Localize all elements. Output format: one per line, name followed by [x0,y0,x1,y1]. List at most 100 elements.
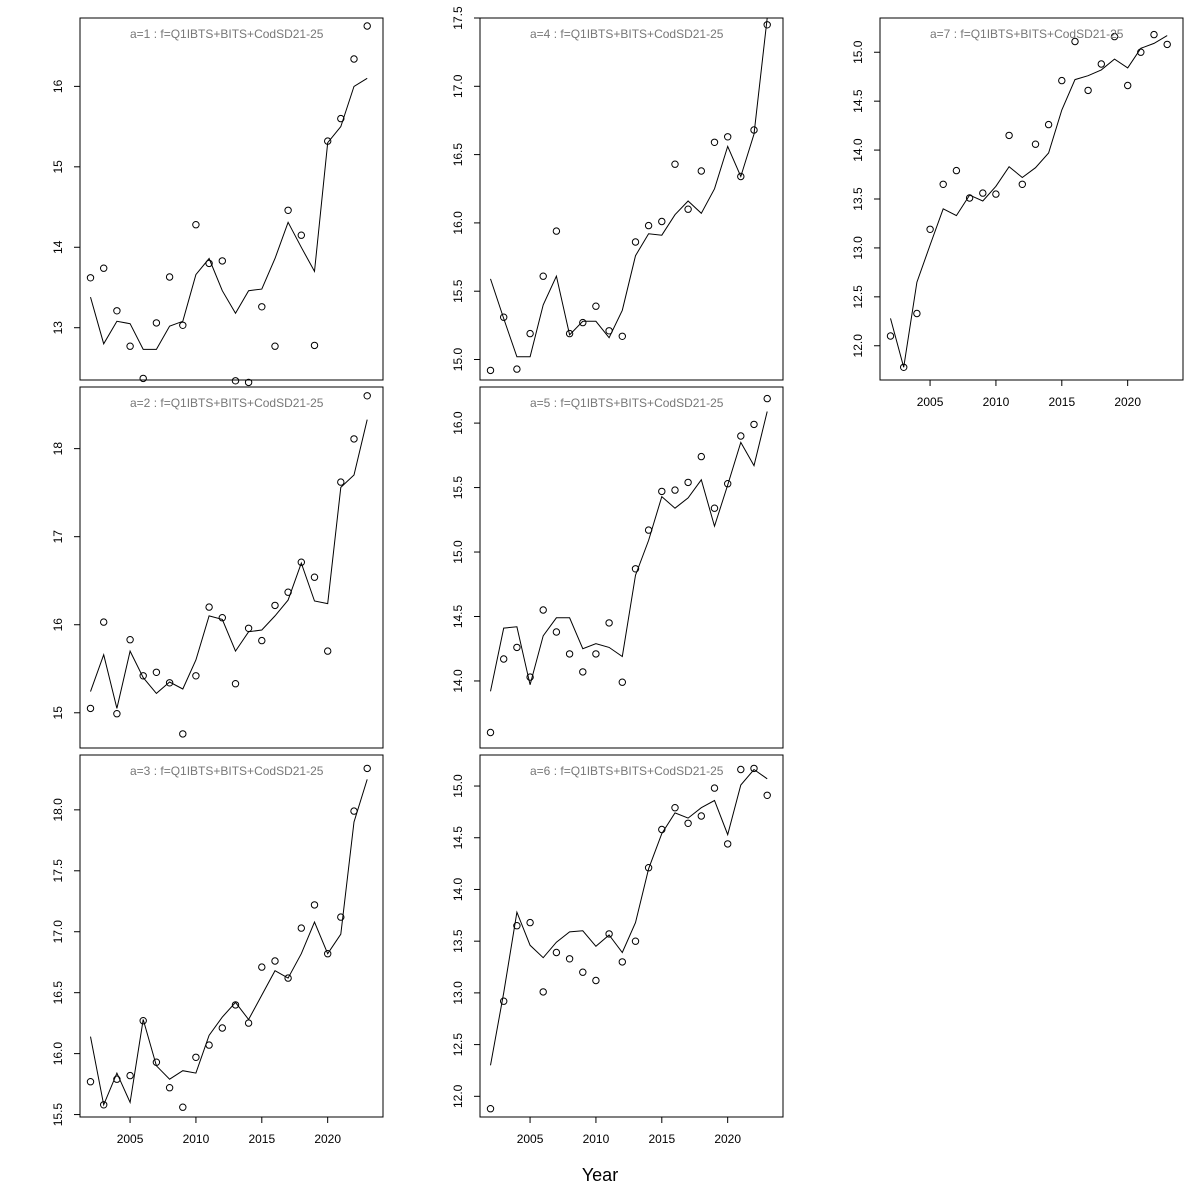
panel-5: 14.0 14.5 15.0 15.5 16.0 a=5 : f=Q1IBTS+BITS+… [451,386,784,749]
observed-point [526,329,534,338]
observed-point [271,342,279,350]
observed-point [1137,48,1145,56]
observed-point [552,948,561,957]
observed-point [271,601,279,610]
y-tick-label: 15.0 [451,774,465,798]
x-tick-label: 2015 [1048,395,1075,409]
observed-point [526,918,534,927]
observed-point [618,958,626,966]
y-tick-label: 16 [51,618,65,632]
observed-point [671,160,679,168]
fitted-line [890,35,1168,368]
observed-point [671,804,679,812]
observed-point [992,190,1000,198]
observed-point [750,420,758,429]
observed-point [284,588,292,596]
observed-point [310,901,319,909]
y-tick-label: 15.0 [451,540,465,564]
observed-point [539,988,547,996]
observed-point [139,374,147,383]
observed-point [113,1075,121,1083]
y-tick-label: 15.5 [451,279,465,303]
y-tick-label: 17.0 [51,920,65,944]
y-tick-label: 17.5 [51,859,65,883]
plot-frame [479,754,784,1118]
y-tick-label: 14.5 [451,826,465,850]
observed-point [697,812,705,820]
observed-point [244,1019,253,1027]
observed-point [297,231,305,239]
fitted-line [490,768,768,1066]
observed-point [1150,30,1158,39]
observed-point [205,259,213,268]
y-tick-label: 14.5 [451,604,465,628]
plot-frame [79,17,384,381]
observed-point [363,764,371,773]
plot-frame [479,17,784,381]
observed-point [618,332,626,340]
plot-frame [79,386,384,749]
observed-point [900,363,908,371]
observed-point [592,650,600,658]
observed-point [165,273,174,281]
observed-point [231,680,240,688]
y-tick-label: 14.0 [451,669,465,693]
observed-point [179,730,187,738]
observed-point [324,137,332,145]
observed-point [684,478,692,487]
observed-point [100,1101,108,1109]
panel-7: 12.0 12.5 13.0 13.5 14.0 14.5 15.0 2005 2010 2015… [851,17,1184,409]
observed-point [231,377,240,385]
panel-title: a=6 : f=Q1IBTS+BITS+CodSD21-25 [530,764,724,778]
observed-point [1044,120,1053,129]
observed-point [363,392,371,400]
observed-point [113,307,121,315]
observed-point [218,614,227,622]
observed-point [631,565,640,573]
observed-point [605,327,613,335]
observed-point [710,784,719,792]
observed-point [965,194,974,202]
observed-point [231,1001,240,1009]
x-tick-label: 2015 [248,1132,275,1146]
y-tick-label: 15.0 [851,40,865,64]
fitted-line [90,419,368,709]
fitted-line [90,77,368,350]
observed-point [710,138,719,147]
observed-point [244,378,253,387]
y-tick-label: 12.5 [451,1033,465,1057]
x-tick-label: 2010 [983,395,1010,409]
observed-point [763,21,771,29]
observed-point [218,257,227,265]
y-tick-label: 13.0 [451,981,465,1005]
observed-point [926,225,934,234]
x-tick-label: 2020 [714,1132,741,1146]
observed-point [310,341,319,350]
observed-point [152,319,161,327]
observed-point [139,1017,147,1025]
observed-point [165,1084,174,1092]
y-tick-label: 18.0 [51,798,65,822]
y-tick-label: 14 [51,240,65,254]
observed-point [644,864,653,872]
observed-point [1005,131,1013,140]
y-tick-label: 15.5 [451,476,465,500]
observed-point [126,342,134,350]
observed-point [192,672,200,680]
observed-point [258,303,266,311]
observed-point [539,272,547,280]
y-tick-label: 14.0 [851,138,865,162]
observed-point [724,480,732,488]
x-tick-label: 2005 [117,1132,144,1146]
y-tick-label: 16.5 [451,143,465,167]
fitted-line [490,411,768,692]
observed-point [658,487,666,496]
observed-point [565,329,574,338]
observed-point [271,957,279,965]
panel-2: 15 16 17 18 a=2 : f=Q1IBTS+BITS+CodSD21-25 [51,386,384,749]
observed-point [350,55,358,63]
plot-frame [79,754,384,1118]
panel-title: a=4 : f=Q1IBTS+BITS+CodSD21-25 [530,27,724,41]
panel-title: a=3 : f=Q1IBTS+BITS+CodSD21-25 [130,764,324,778]
